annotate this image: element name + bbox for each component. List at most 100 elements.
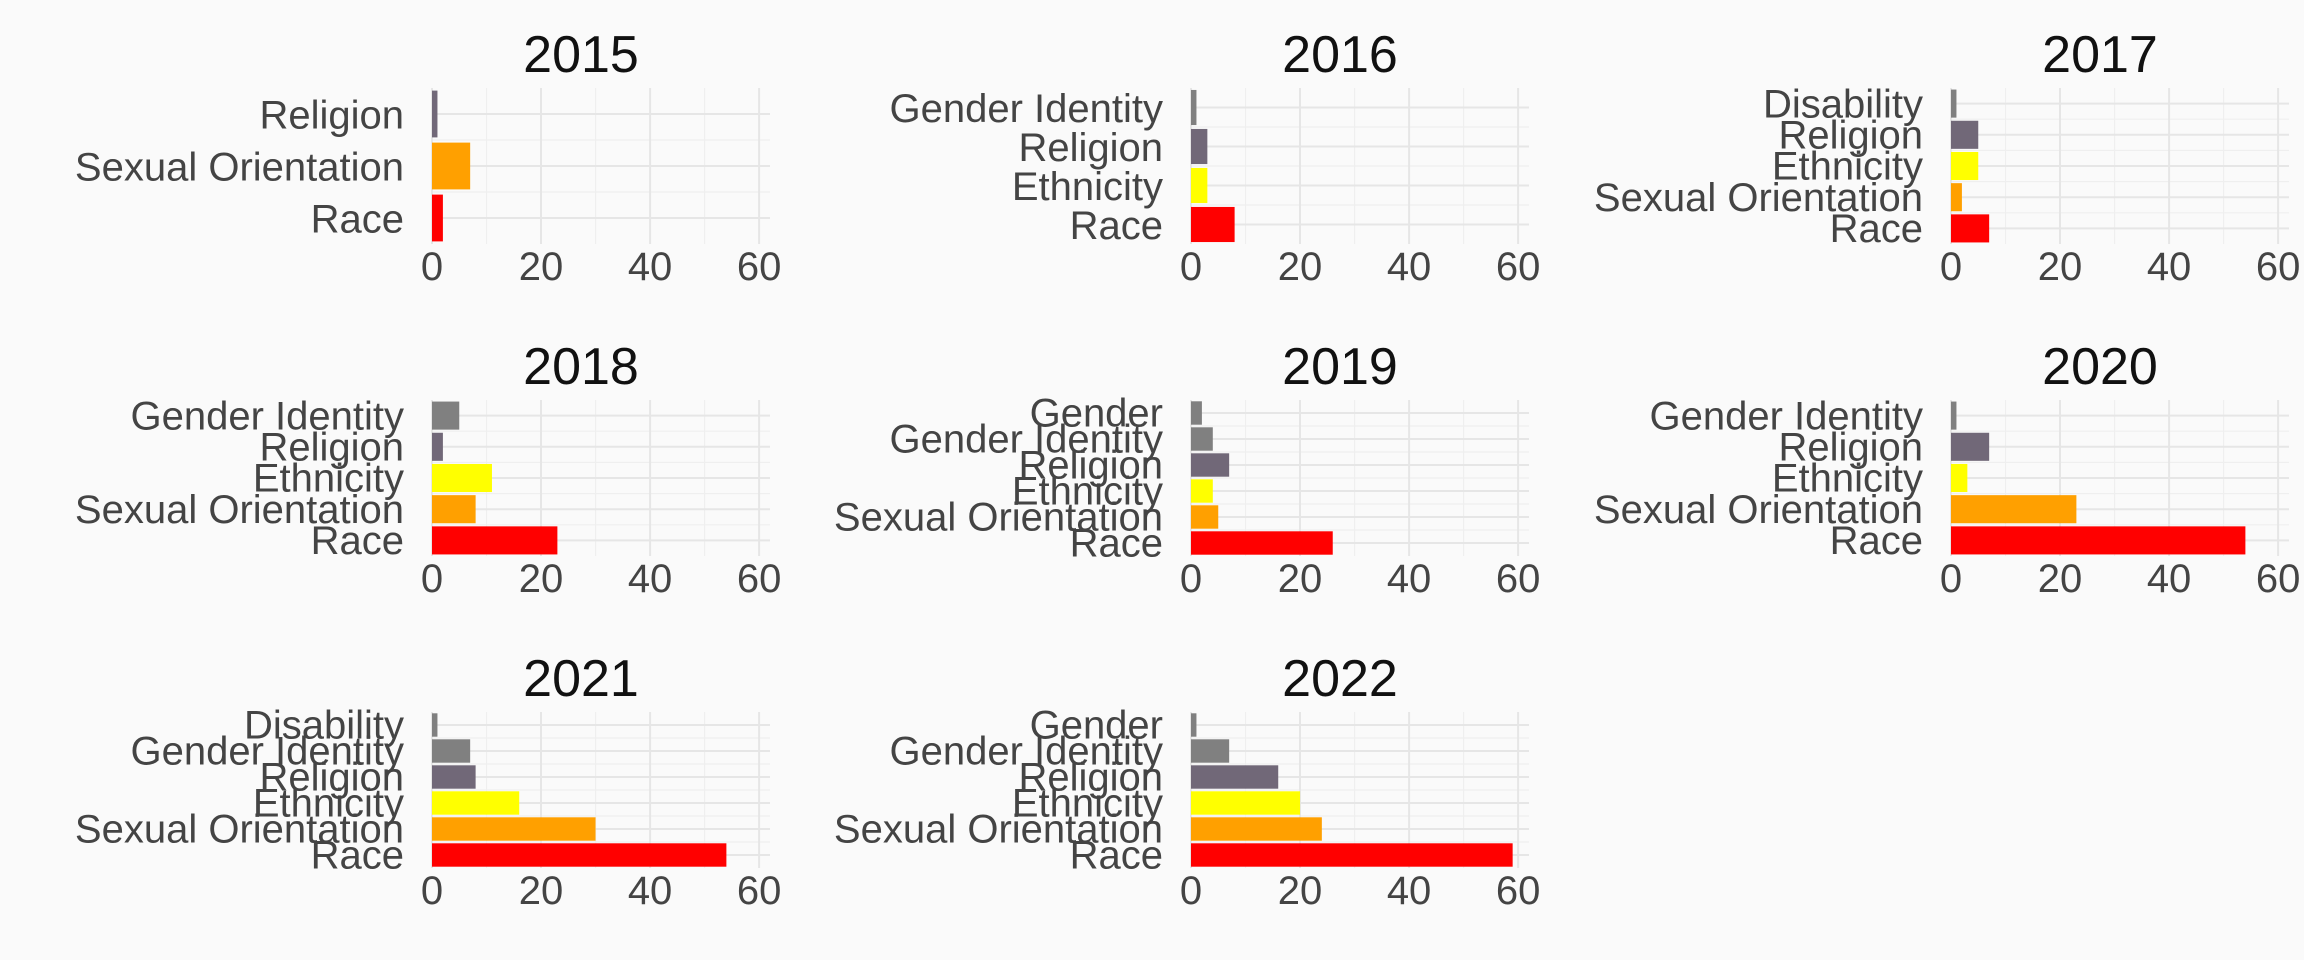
bar-gender-identity xyxy=(432,401,460,430)
x-tick-label: 20 xyxy=(519,557,564,601)
panel-title: 2019 xyxy=(1282,338,1398,396)
x-tick-label: 0 xyxy=(421,245,443,289)
category-label: Religion xyxy=(259,756,404,800)
category-label: Ethnicity xyxy=(1772,145,1923,189)
x-tick-label: 40 xyxy=(2147,245,2192,289)
category-label: Ethnicity xyxy=(253,457,404,501)
category-label: Religion xyxy=(259,425,404,469)
category-label: Religion xyxy=(1018,756,1163,800)
x-tick-label: 40 xyxy=(2147,557,2192,601)
bar-gender-identity xyxy=(432,739,471,763)
bar-race xyxy=(1191,843,1513,867)
panel-title: 2017 xyxy=(2042,26,2158,84)
bar-race xyxy=(432,843,727,867)
bar-sexual-orientation xyxy=(432,817,596,841)
x-tick-label: 40 xyxy=(1387,245,1432,289)
bar-ethnicity xyxy=(432,791,520,815)
panel-title: 2016 xyxy=(1282,26,1398,84)
bar-ethnicity xyxy=(432,463,492,493)
x-tick-label: 40 xyxy=(1387,869,1432,913)
category-label: Race xyxy=(311,834,404,878)
bar-religion xyxy=(1191,128,1208,165)
x-tick-label: 40 xyxy=(1387,557,1432,601)
bar-gender-identity xyxy=(1191,739,1230,763)
bar-sexual-orientation xyxy=(1951,183,1962,212)
category-label: Religion xyxy=(1778,425,1923,469)
panel-title: 2021 xyxy=(523,650,639,708)
category-label: Sexual Orientation xyxy=(834,808,1163,852)
x-tick-label: 20 xyxy=(519,245,564,289)
panel-title: 2018 xyxy=(523,338,639,396)
category-label: Ethnicity xyxy=(1012,165,1163,209)
x-tick-label: 40 xyxy=(628,869,673,913)
x-tick-label: 0 xyxy=(1180,557,1202,601)
category-label: Ethnicity xyxy=(1772,457,1923,501)
x-tick-label: 60 xyxy=(737,557,782,601)
x-tick-label: 0 xyxy=(421,557,443,601)
bar-disability xyxy=(432,713,438,737)
x-tick-label: 40 xyxy=(628,245,673,289)
bar-sexual-orientation xyxy=(432,142,471,190)
bar-ethnicity xyxy=(1951,151,1979,181)
x-tick-label: 0 xyxy=(421,869,443,913)
category-label: Ethnicity xyxy=(1012,782,1163,826)
x-tick-label: 20 xyxy=(519,869,564,913)
category-label: Race xyxy=(311,197,404,241)
facet-panel-2016: 2016 Gender IdentityReligionEthnicityRace… xyxy=(890,26,1541,289)
x-tick-label: 60 xyxy=(1496,869,1541,913)
category-label: Gender xyxy=(1030,392,1163,436)
x-tick-label: 0 xyxy=(1180,869,1202,913)
bar-sexual-orientation xyxy=(1191,505,1219,529)
category-label: Sexual Orientation xyxy=(1594,488,1923,532)
x-tick-label: 40 xyxy=(628,557,673,601)
x-tick-label: 20 xyxy=(1278,557,1323,601)
category-label: Disability xyxy=(244,704,404,748)
category-label: Sexual Orientation xyxy=(75,488,404,532)
category-label: Sexual Orientation xyxy=(75,808,404,852)
facet-panel-2015: 2015 Religion Sexual Orientation Race 0 20 40 6… xyxy=(75,26,781,289)
bar-ethnicity xyxy=(1951,463,1968,493)
bar-race xyxy=(432,526,558,555)
category-label: Gender Identity xyxy=(890,87,1164,131)
bar-ethnicity xyxy=(1191,479,1213,503)
bar-religion xyxy=(432,90,438,138)
category-label: Gender Identity xyxy=(1650,394,1924,438)
category-label: Sexual Orientation xyxy=(834,496,1163,540)
bar-gender xyxy=(1191,401,1202,425)
bar-religion xyxy=(1951,120,1979,149)
category-label: Race xyxy=(1830,519,1923,563)
x-tick-label: 20 xyxy=(2038,245,2083,289)
category-label: Sexual Orientation xyxy=(75,145,404,189)
bar-religion xyxy=(1191,453,1230,477)
category-label: Gender Identity xyxy=(131,730,405,774)
category-label: Ethnicity xyxy=(253,782,404,826)
panel-title: 2022 xyxy=(1282,650,1398,708)
category-label: Religion xyxy=(1018,126,1163,170)
bar-gender-identity xyxy=(1191,89,1197,126)
bar-sexual-orientation xyxy=(1191,817,1322,841)
category-label: Race xyxy=(1070,834,1163,878)
category-label: Gender Identity xyxy=(890,418,1164,462)
x-tick-label: 60 xyxy=(1496,557,1541,601)
x-tick-label: 60 xyxy=(737,245,782,289)
x-tick-label: 0 xyxy=(1940,557,1962,601)
category-label: Gender Identity xyxy=(131,394,405,438)
x-tick-label: 60 xyxy=(2256,245,2301,289)
bar-ethnicity xyxy=(1191,791,1301,815)
category-label: Religion xyxy=(1018,444,1163,488)
category-label: Gender xyxy=(1030,704,1163,748)
bar-ethnicity xyxy=(1191,167,1208,204)
category-label: Religion xyxy=(1778,113,1923,157)
x-tick-label: 60 xyxy=(2256,557,2301,601)
x-tick-label: 60 xyxy=(737,869,782,913)
category-label: Race xyxy=(1070,204,1163,248)
bar-disability xyxy=(1951,89,1957,118)
category-label: Ethnicity xyxy=(1012,470,1163,514)
x-tick-label: 20 xyxy=(1278,245,1323,289)
category-label: Race xyxy=(1830,207,1923,251)
bar-sexual-orientation xyxy=(1951,495,2077,524)
